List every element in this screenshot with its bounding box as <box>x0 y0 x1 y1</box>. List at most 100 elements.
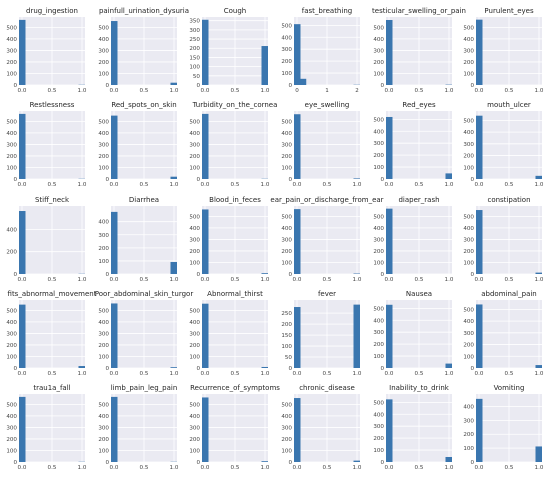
y-tick-label: 100 <box>373 354 384 360</box>
histogram-bar <box>299 78 307 85</box>
histogram-bar <box>386 208 393 274</box>
x-tick-label: 1.0 <box>353 465 362 471</box>
y-tick-label: 100 <box>6 71 17 77</box>
x-tick-label: 0.5 <box>140 88 149 94</box>
y-tick-label: 200 <box>463 154 474 160</box>
x-tick-label: 0.0 <box>110 88 119 94</box>
histogram-panel: 0.0 0.5 1.0 0 50 100 150 200 250 fever <box>281 290 362 377</box>
y-tick-label: 500 <box>463 214 474 220</box>
y-tick-label: 0 <box>13 366 17 372</box>
y-tick-label: 400 <box>189 320 200 326</box>
y-tick-label: 400 <box>463 226 474 232</box>
y-tick-label: 300 <box>373 237 384 243</box>
x-tick-label: 0.5 <box>505 465 514 471</box>
histogram-bar <box>202 19 209 85</box>
histogram-bar <box>19 113 26 179</box>
y-tick-label: 400 <box>373 226 384 232</box>
histogram-panel: 0.0 0.5 1.0 0 100 200 300 400 500 Red_spots_on_sk… <box>98 101 179 188</box>
x-tick-label: 0.0 <box>18 88 27 94</box>
y-tick-label: 0 <box>288 460 292 466</box>
y-tick-label: 300 <box>98 48 109 54</box>
histogram-panel: 0.0 0.5 1.0 0 100 200 300 400 500 Turbidity_on_th… <box>189 101 277 188</box>
y-tick-label: 400 <box>373 412 384 418</box>
x-tick-label: 1.0 <box>78 182 87 188</box>
x-tick-label: 2 <box>355 88 359 94</box>
y-tick-label: 300 <box>281 237 292 243</box>
x-tick-label: 0.5 <box>48 371 57 377</box>
y-tick-label: 0 <box>380 177 384 183</box>
y-tick-label: 200 <box>98 154 109 160</box>
y-tick-label: 200 <box>281 437 292 443</box>
y-tick-label: 0 <box>196 460 200 466</box>
histogram-bar <box>476 115 483 179</box>
y-tick-label: 0 <box>288 272 292 278</box>
y-tick-label: 200 <box>98 246 109 252</box>
y-tick-label: 0 <box>470 177 474 183</box>
y-tick-label: 100 <box>189 448 200 454</box>
histogram-bar <box>111 21 118 85</box>
histogram-bar <box>476 398 483 462</box>
y-tick-label: 0 <box>196 177 200 183</box>
y-tick-label: 400 <box>373 37 384 43</box>
histogram-title: abdominal_pain <box>481 290 537 298</box>
y-tick-label: 0 <box>380 272 384 278</box>
y-tick-label: 200 <box>98 343 109 349</box>
y-tick-label: 100 <box>463 446 474 452</box>
y-tick-label: 400 <box>189 131 200 137</box>
y-tick-label: 100 <box>463 260 474 266</box>
histogram-title: Abnormal_thirst <box>207 290 263 298</box>
histogram-bar <box>353 178 360 179</box>
histogram-panel: 0 1 2 0 100 200 300 400 500 fast_breathing <box>281 7 360 94</box>
y-tick-label: 500 <box>281 214 292 220</box>
y-tick-label: 0 <box>13 460 17 466</box>
x-tick-label: 0.5 <box>415 182 424 188</box>
y-tick-label: 100 <box>98 71 109 77</box>
y-tick-label: 500 <box>373 400 384 406</box>
histogram-bar <box>294 114 301 179</box>
y-tick-label: 300 <box>463 48 474 54</box>
y-tick-label: 0 <box>470 272 474 278</box>
y-tick-label: 400 <box>463 404 474 410</box>
histogram-bar <box>386 116 393 179</box>
y-tick-label: 300 <box>281 425 292 431</box>
y-tick-label: 100 <box>189 354 200 360</box>
y-tick-label: 400 <box>281 131 292 137</box>
histogram-bar <box>19 211 26 274</box>
y-tick-label: 100 <box>189 165 200 171</box>
y-tick-label: 500 <box>189 308 200 314</box>
x-tick-label: 0.0 <box>293 277 302 283</box>
y-tick-label: 0 <box>105 272 109 278</box>
histogram-bar <box>294 398 301 462</box>
histogram-title: Cough <box>224 7 247 15</box>
y-tick-label: 200 <box>6 437 17 443</box>
y-tick-label: 0 <box>288 366 292 372</box>
y-tick-label: 100 <box>373 165 384 171</box>
histogram-panel: 0.0 0.5 1.0 0 100 200 300 400 500 drug_ingestion <box>6 7 87 94</box>
y-tick-label: 0 <box>13 83 17 89</box>
y-tick-label: 100 <box>281 448 292 454</box>
y-tick-label: 200 <box>189 249 200 255</box>
histogram-panel: 0.0 0.5 1.0 0 50 100 150 200 250 300 350 Cough <box>189 7 270 94</box>
x-tick-label: 0.0 <box>110 465 119 471</box>
x-tick-label: 0.5 <box>48 465 57 471</box>
y-tick-label: 400 <box>281 414 292 420</box>
y-tick-label: 0 <box>288 177 292 183</box>
histogram-title: Nausea <box>406 290 432 298</box>
histogram-title: testicular_swelling_or_pain <box>372 7 466 15</box>
x-tick-label: 1.0 <box>78 465 87 471</box>
histogram-title: Purulent_eyes <box>484 7 534 15</box>
y-tick-label: 400 <box>6 320 17 326</box>
histogram-bar <box>19 304 26 368</box>
y-tick-label: 200 <box>373 342 384 348</box>
x-tick-label: 0.5 <box>505 371 514 377</box>
y-tick-label: 100 <box>98 354 109 360</box>
y-tick-label: 500 <box>189 119 200 125</box>
y-tick-label: 0 <box>105 460 109 466</box>
histogram-title: painfull_urination_dysuria <box>99 7 189 15</box>
y-tick-label: 300 <box>189 331 200 337</box>
x-tick-label: 0.5 <box>415 465 424 471</box>
histogram-panel: 0.0 0.5 1.0 0 100 200 300 400 500 constipation <box>463 196 544 283</box>
y-tick-label: 300 <box>6 425 17 431</box>
histogram-bar <box>386 19 393 85</box>
x-tick-label: 1.0 <box>170 277 179 283</box>
